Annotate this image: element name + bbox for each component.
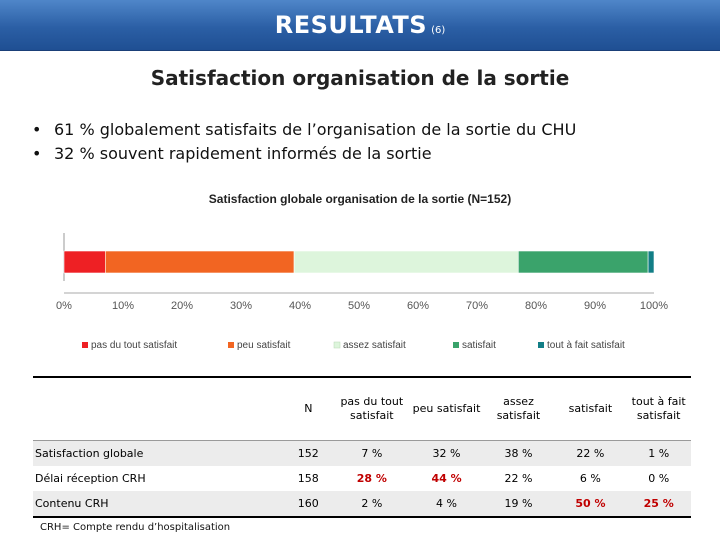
chart-title: Satisfaction globale organisation de la … — [209, 192, 511, 206]
table-cell: 158 — [283, 466, 334, 491]
bullet-item: 61 % globalement satisfaits de l’organis… — [32, 118, 576, 142]
x-tick-label: 40% — [289, 300, 311, 312]
table-header-satisfait: satisfait — [554, 376, 627, 441]
bar-segment — [517, 250, 649, 274]
table-cell: 152 — [283, 440, 334, 466]
table-cell: 50 % — [554, 491, 627, 518]
bullet-item: 32 % souvent rapidement informés de la s… — [32, 142, 576, 166]
legend-label: assez satisfait — [343, 340, 406, 351]
bar-segment — [105, 250, 295, 274]
x-tick-label: 10% — [112, 300, 134, 312]
row-label: Satisfaction globale — [33, 440, 284, 466]
table-cell: 7 % — [333, 440, 411, 466]
x-tick-label: 80% — [525, 300, 547, 312]
x-tick-label: 0% — [56, 300, 72, 312]
table-cell: 0 % — [626, 466, 691, 491]
table-row: Satisfaction globale 152 7 % 32 % 38 % 2… — [33, 440, 691, 466]
table-header-pas-du-tout: pas du tout satisfait — [333, 376, 411, 441]
x-tick-label: 20% — [171, 300, 193, 312]
table-cell: 38 % — [482, 440, 555, 466]
legend-swatch — [82, 342, 88, 348]
row-label: Délai réception CRH — [33, 466, 284, 491]
header-banner: RESULTATS (6) — [0, 0, 720, 51]
x-tick-label: 60% — [407, 300, 429, 312]
stacked-bar-chart: Satisfaction globale organisation de la … — [56, 192, 668, 351]
table-header-peu: peu satisfait — [410, 376, 483, 441]
x-tick-label: 30% — [230, 300, 252, 312]
table-header-assez: assez satisfait — [482, 376, 555, 441]
table-row: Contenu CRH 160 2 % 4 % 19 % 50 % 25 % — [33, 491, 691, 518]
table-cell: 19 % — [482, 491, 555, 518]
legend-swatch — [228, 342, 234, 348]
table-cell: 28 % — [333, 466, 411, 491]
table-cell: 44 % — [410, 466, 483, 491]
bar-segment — [293, 250, 519, 274]
table-cell: 160 — [283, 491, 334, 518]
legend-label: tout à fait satisfait — [547, 340, 625, 351]
row-label: Contenu CRH — [33, 491, 284, 518]
table-cell: 6 % — [554, 466, 627, 491]
page-subtitle: Satisfaction organisation de la sortie — [150, 66, 570, 90]
bullet-list: 61 % globalement satisfaits de l’organis… — [32, 118, 576, 166]
x-tick-label: 90% — [584, 300, 606, 312]
table-cell: 22 % — [482, 466, 555, 491]
legend-swatch — [453, 342, 459, 348]
legend-swatch — [333, 341, 341, 349]
table-cell: 32 % — [410, 440, 483, 466]
table-cell: 25 % — [626, 491, 691, 518]
table-cell: 22 % — [554, 440, 627, 466]
table-header-empty — [33, 376, 284, 441]
table-row: Délai réception CRH 158 28 % 44 % 22 % 6… — [33, 466, 691, 491]
table-header-tout-a-fait: tout à fait satisfait — [626, 376, 691, 441]
table-header-n: N — [283, 376, 334, 441]
bar-segment — [63, 250, 106, 274]
legend-label: peu satisfait — [237, 340, 291, 351]
table-header-row: N pas du tout satisfait peu satisfait as… — [33, 376, 691, 441]
x-tick-label: 50% — [348, 300, 370, 312]
header-number: (6) — [431, 24, 446, 36]
results-table: N pas du tout satisfait peu satisfait as… — [33, 376, 691, 518]
header-title: RESULTATS — [274, 11, 428, 39]
table-cell: 1 % — [626, 440, 691, 466]
legend-swatch — [538, 342, 544, 348]
table-cell: 4 % — [410, 491, 483, 518]
footnote: CRH= Compte rendu d’hospitalisation — [40, 522, 231, 533]
legend-label: pas du tout satisfait — [91, 340, 177, 351]
bar-segment — [647, 250, 655, 274]
legend-label: satisfait — [462, 340, 496, 351]
x-tick-label: 70% — [466, 300, 488, 312]
x-tick-label: 100% — [640, 300, 668, 312]
table-cell: 2 % — [333, 491, 411, 518]
